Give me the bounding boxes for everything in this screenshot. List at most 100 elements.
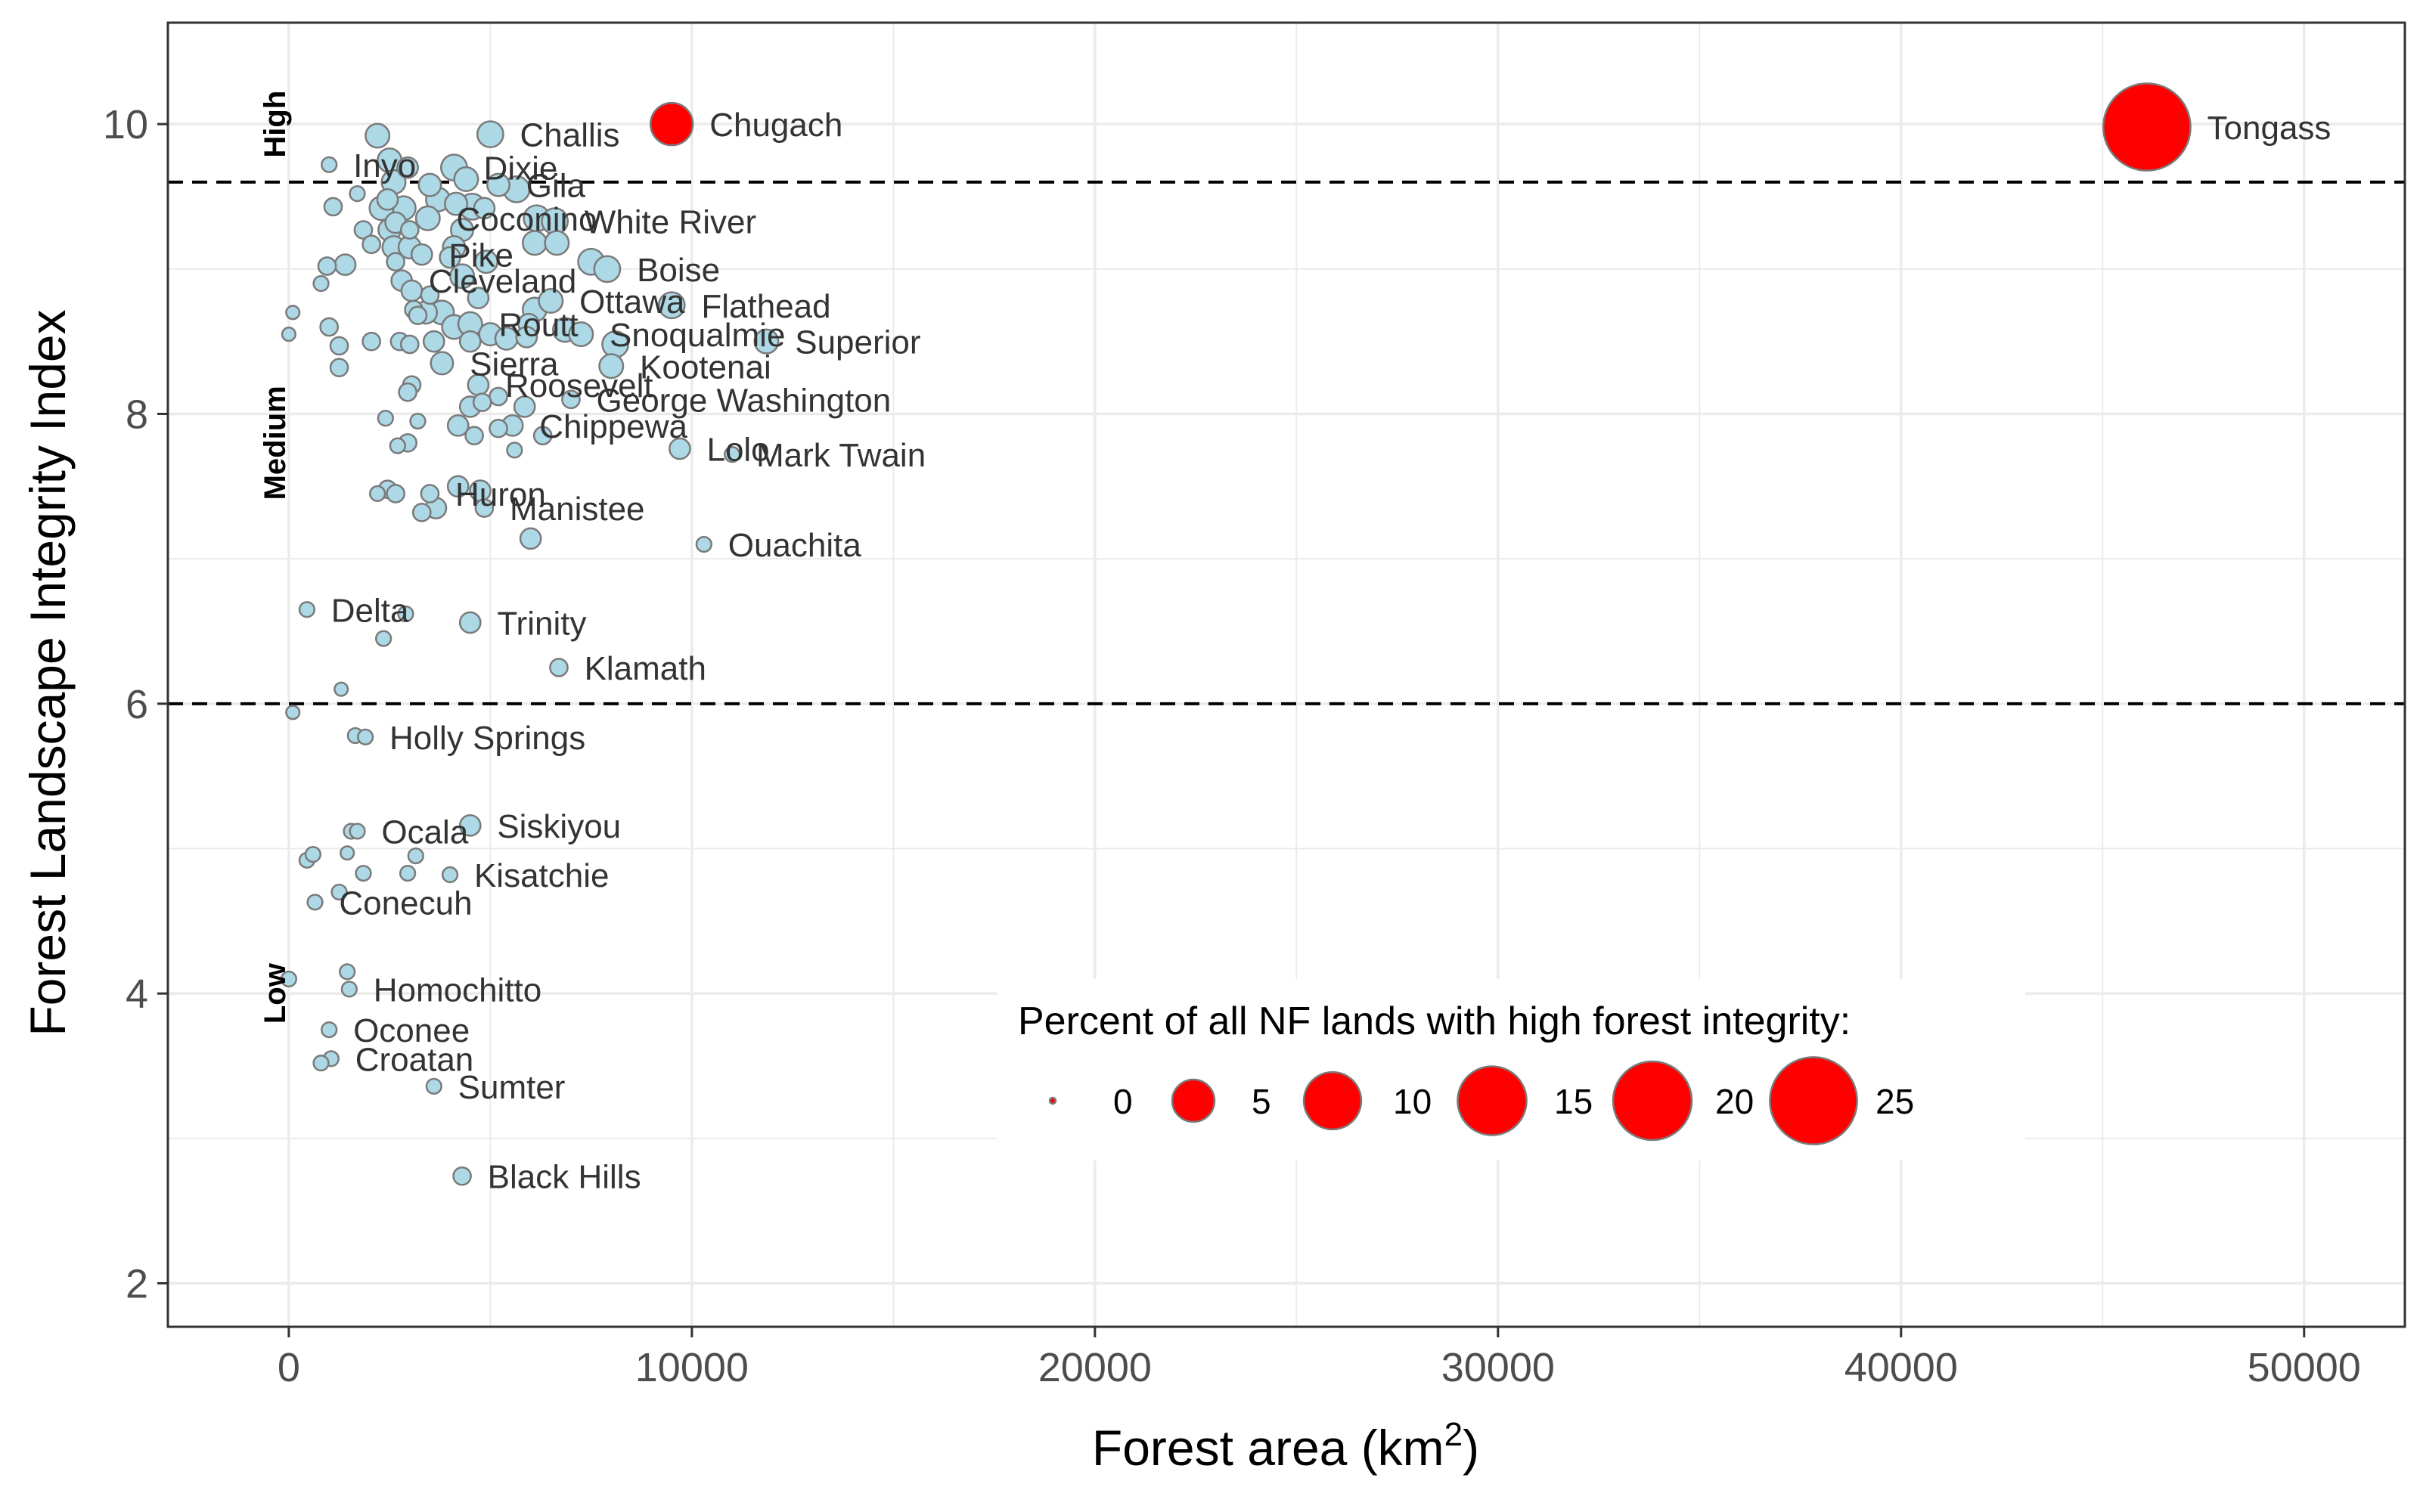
point-label-siskiyou: Siskiyou bbox=[497, 808, 621, 845]
legend-label-5: 5 bbox=[1252, 1082, 1271, 1121]
point bbox=[312, 1055, 330, 1072]
point-sierra bbox=[430, 351, 455, 376]
point bbox=[513, 395, 536, 418]
y-axis-title: Forest Landscape Integrity Index bbox=[20, 309, 76, 1036]
point bbox=[411, 502, 432, 522]
point bbox=[349, 185, 366, 203]
point bbox=[389, 437, 406, 454]
point bbox=[312, 274, 330, 293]
point-label-coconino: Coconino bbox=[457, 201, 597, 238]
point bbox=[386, 484, 405, 503]
point-label-cleveland: Cleveland bbox=[429, 263, 577, 300]
point-holly-springs bbox=[357, 728, 374, 746]
point-label-homochitto: Homochitto bbox=[374, 971, 542, 1009]
legend-key-20 bbox=[1612, 1060, 1693, 1142]
point-label-tongass: Tongass bbox=[2207, 110, 2332, 147]
legend-label-25: 25 bbox=[1876, 1082, 1914, 1121]
legend-key-0 bbox=[1048, 1096, 1057, 1105]
point-tongass bbox=[2102, 82, 2192, 172]
point bbox=[398, 382, 417, 402]
point-label-flathead: Flathead bbox=[701, 288, 830, 325]
point-label-dixie: Dixie bbox=[484, 150, 558, 187]
point-black-hills bbox=[452, 1166, 472, 1186]
point-boise bbox=[593, 255, 622, 284]
point bbox=[446, 414, 470, 437]
y-tick-label: 10 bbox=[103, 102, 148, 147]
point bbox=[334, 681, 349, 697]
point-label-routt: Routt bbox=[498, 307, 578, 344]
point bbox=[449, 263, 476, 290]
point bbox=[330, 883, 348, 901]
point bbox=[334, 253, 357, 276]
point bbox=[339, 963, 356, 981]
point bbox=[361, 234, 381, 255]
point-snoqualmie bbox=[568, 321, 594, 348]
point-label-trinity: Trinity bbox=[497, 606, 586, 643]
x-axis-title: Forest area (km2) bbox=[1092, 1416, 1479, 1476]
point-george-washington bbox=[561, 389, 581, 410]
point-lolo bbox=[669, 437, 691, 460]
point-inyo bbox=[321, 156, 338, 173]
point-homochitto bbox=[340, 981, 358, 998]
x-tick-label: 10000 bbox=[635, 1345, 749, 1390]
point bbox=[397, 605, 414, 623]
point-label-delta: Delta bbox=[331, 592, 409, 629]
legend-title: Percent of all NF lands with high forest… bbox=[1018, 999, 1851, 1043]
point bbox=[474, 249, 499, 274]
data-points bbox=[280, 82, 2192, 1186]
point bbox=[340, 845, 355, 861]
point bbox=[317, 256, 337, 276]
point bbox=[377, 410, 394, 427]
point-label-ottawa: Ottawa bbox=[579, 284, 685, 321]
x-tick-label: 0 bbox=[278, 1345, 300, 1390]
y-tick-label: 8 bbox=[126, 392, 148, 438]
point bbox=[399, 864, 417, 882]
point bbox=[519, 527, 542, 550]
point bbox=[458, 330, 482, 353]
point bbox=[355, 864, 372, 882]
point bbox=[473, 197, 496, 220]
point-label-george-washington: George Washington bbox=[597, 382, 892, 419]
x-axis-ticks: 0 10000 20000 30000 40000 50000 bbox=[278, 1327, 2361, 1390]
point-label-holly-springs: Holly Springs bbox=[389, 720, 585, 757]
point bbox=[399, 334, 420, 355]
point bbox=[353, 220, 374, 240]
point bbox=[417, 172, 442, 197]
point bbox=[544, 230, 570, 256]
point bbox=[376, 187, 399, 211]
point-mark-twain bbox=[724, 446, 741, 463]
point-label-kisatchie: Kisatchie bbox=[474, 857, 610, 894]
point bbox=[422, 330, 445, 353]
point-ouachita bbox=[695, 535, 712, 553]
band-label-high: High bbox=[259, 91, 292, 158]
point-klamath bbox=[549, 658, 569, 677]
point bbox=[444, 191, 469, 216]
legend-label-10: 10 bbox=[1393, 1082, 1432, 1121]
point bbox=[506, 442, 523, 459]
point-trinity bbox=[458, 611, 482, 634]
point-label-superior: Superior bbox=[795, 324, 920, 361]
point-label-sumter: Sumter bbox=[458, 1069, 566, 1106]
point-label-huron: Huron bbox=[455, 476, 546, 513]
x-axis-title-superscript: 2 bbox=[1444, 1416, 1463, 1453]
size-legend: Percent of all NF lands with high forest… bbox=[997, 979, 2025, 1160]
point bbox=[409, 412, 427, 430]
y-tick-label: 6 bbox=[126, 682, 148, 727]
point bbox=[329, 358, 349, 378]
band-label-medium: Medium bbox=[259, 386, 292, 500]
point bbox=[420, 285, 440, 305]
point-label-lolo: Lolo bbox=[706, 432, 769, 469]
point-label-chippewa: Chippewa bbox=[539, 408, 687, 445]
panel-border bbox=[166, 21, 2406, 1328]
legend-key-15 bbox=[1457, 1065, 1528, 1136]
point-label-gila: Gila bbox=[526, 168, 586, 205]
point-gila bbox=[486, 172, 511, 197]
point-label-chugach: Chugach bbox=[709, 107, 842, 144]
point bbox=[446, 475, 470, 498]
point-label-white-river: White River bbox=[585, 204, 756, 241]
point-label-klamath: Klamath bbox=[585, 650, 706, 687]
panel-frame bbox=[166, 21, 2406, 1328]
point-label-roosevelt: Roosevelt bbox=[505, 367, 653, 404]
point-label-inyo: Inyo bbox=[353, 147, 416, 184]
x-axis-title-main: Forest area (km bbox=[1092, 1420, 1444, 1476]
